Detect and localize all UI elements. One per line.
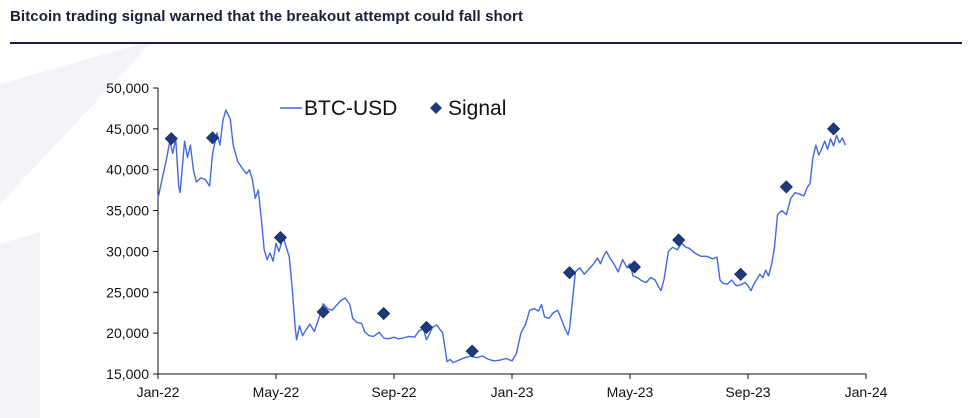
y-tick-label: 20,000 [106, 325, 149, 341]
axes: 15,000 20,000 25,000 30,000 35,000 40,000 45,0… [106, 80, 887, 400]
x-tick-label: May-23 [607, 384, 654, 400]
chart-title: Bitcoin trading signal warned that the b… [10, 8, 524, 25]
signal-marker [734, 267, 748, 281]
signal-marker [316, 305, 330, 319]
signal-marker [627, 260, 641, 274]
series-layer [157, 109, 847, 364]
signal-marker [206, 131, 220, 145]
signal-markers [164, 122, 841, 358]
y-tick-label: 30,000 [106, 243, 149, 259]
y-tick-label: 15,000 [106, 366, 149, 382]
legend-diamond-swatch [430, 102, 442, 114]
x-tick-label: Jan-22 [137, 384, 180, 400]
signal-marker [164, 132, 178, 146]
series-line-btc-usd [157, 109, 847, 364]
legend-label-btc-usd: BTC-USD [304, 97, 397, 120]
y-tick-label: 35,000 [106, 203, 149, 219]
signal-marker [672, 233, 686, 247]
y-tick-label: 25,000 [106, 284, 149, 300]
x-tick-label: Jan-24 [845, 384, 888, 400]
x-tick-label: Sep-22 [371, 384, 416, 400]
signal-marker [419, 320, 434, 334]
x-tick-label: Sep-23 [725, 384, 770, 400]
x-tick-label: Jan-23 [491, 384, 534, 400]
signal-marker [779, 180, 793, 194]
signal-marker [377, 306, 391, 321]
y-tick-label: 50,000 [106, 80, 149, 96]
title-divider [10, 42, 962, 44]
background-decoration [0, 44, 150, 418]
signal-marker [273, 230, 287, 245]
y-tick-label: 45,000 [106, 121, 149, 137]
signal-marker [465, 344, 479, 358]
legend-label-signal: Signal [448, 97, 506, 120]
y-tick-label: 40,000 [106, 162, 149, 178]
x-tick-label: May-22 [253, 384, 300, 400]
signal-marker [826, 122, 841, 136]
signal-marker [562, 266, 577, 280]
legend: BTC-USD Signal [280, 97, 506, 120]
